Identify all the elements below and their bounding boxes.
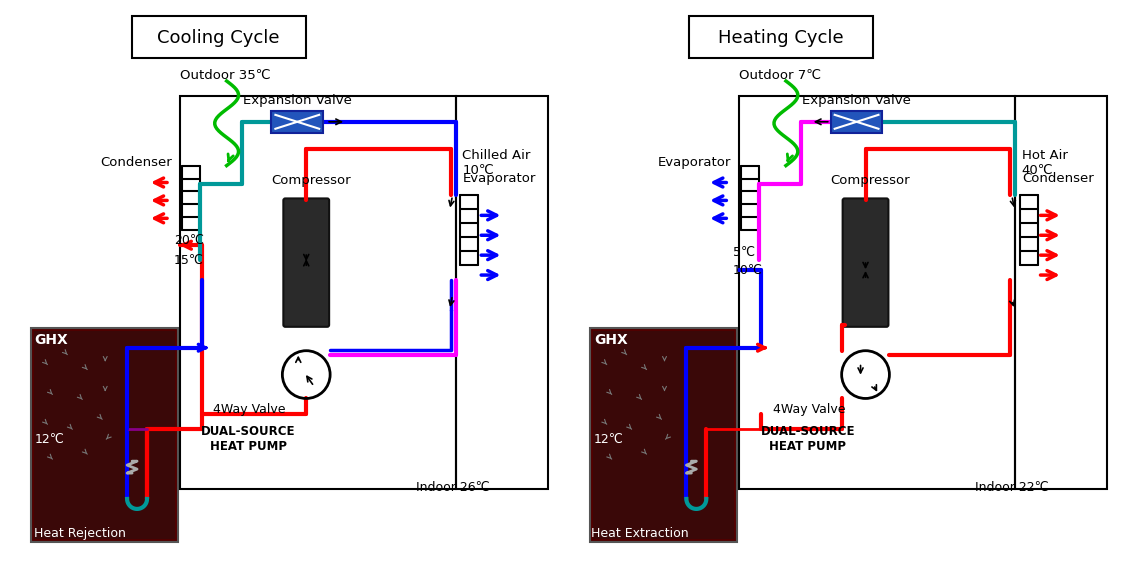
Text: 4Way Valve: 4Way Valve bbox=[214, 403, 285, 416]
Text: 4Way Valve: 4Way Valve bbox=[772, 403, 845, 416]
Text: 10℃: 10℃ bbox=[733, 263, 763, 277]
Text: DUAL-SOURCE
HEAT PUMP: DUAL-SOURCE HEAT PUMP bbox=[201, 426, 296, 453]
Text: Heating Cycle: Heating Cycle bbox=[718, 29, 844, 47]
Bar bbox=[34, 331, 175, 539]
Text: Outdoor 7℃: Outdoor 7℃ bbox=[740, 68, 822, 82]
Text: 10℃: 10℃ bbox=[462, 164, 495, 177]
FancyBboxPatch shape bbox=[283, 198, 329, 327]
Text: Outdoor 35℃: Outdoor 35℃ bbox=[180, 68, 271, 82]
Bar bbox=[740, 96, 1015, 489]
Text: Expansion Valve: Expansion Valve bbox=[243, 94, 352, 108]
Text: Compressor: Compressor bbox=[271, 174, 351, 187]
Text: Cooling Cycle: Cooling Cycle bbox=[157, 29, 280, 47]
Text: GHX: GHX bbox=[593, 333, 627, 347]
Bar bbox=[1015, 96, 1107, 489]
FancyBboxPatch shape bbox=[843, 198, 888, 327]
Text: GHX: GHX bbox=[35, 333, 69, 347]
Text: Indoor 26℃: Indoor 26℃ bbox=[416, 481, 489, 493]
Text: Chilled Air: Chilled Air bbox=[462, 149, 531, 162]
Text: Indoor 22℃: Indoor 22℃ bbox=[975, 481, 1049, 493]
Text: Condenser: Condenser bbox=[100, 156, 172, 169]
Bar bbox=[831, 111, 882, 133]
Text: 40℃: 40℃ bbox=[1022, 164, 1053, 177]
Text: 5℃: 5℃ bbox=[733, 246, 755, 259]
Text: Evaporator: Evaporator bbox=[658, 156, 732, 169]
FancyBboxPatch shape bbox=[689, 16, 873, 58]
Text: 15℃: 15℃ bbox=[174, 254, 203, 267]
Bar bbox=[180, 96, 455, 489]
Text: Evaporator: Evaporator bbox=[462, 172, 536, 185]
Text: DUAL-SOURCE
HEAT PUMP: DUAL-SOURCE HEAT PUMP bbox=[761, 426, 855, 453]
Bar bbox=[592, 331, 734, 539]
Text: Heat Extraction: Heat Extraction bbox=[591, 527, 688, 540]
Text: Heat Rejection: Heat Rejection bbox=[35, 527, 126, 540]
Text: 12℃: 12℃ bbox=[593, 433, 624, 446]
Text: Hot Air: Hot Air bbox=[1022, 149, 1068, 162]
Text: Compressor: Compressor bbox=[831, 174, 910, 187]
Bar bbox=[455, 96, 549, 489]
Text: Expansion Valve: Expansion Valve bbox=[803, 94, 912, 108]
FancyBboxPatch shape bbox=[133, 16, 306, 58]
Bar bbox=[590, 328, 737, 542]
Bar bbox=[30, 328, 178, 542]
Bar bbox=[271, 111, 324, 133]
Text: Condenser: Condenser bbox=[1022, 172, 1094, 185]
Text: 20℃: 20℃ bbox=[174, 233, 203, 247]
Text: 12℃: 12℃ bbox=[35, 433, 64, 446]
